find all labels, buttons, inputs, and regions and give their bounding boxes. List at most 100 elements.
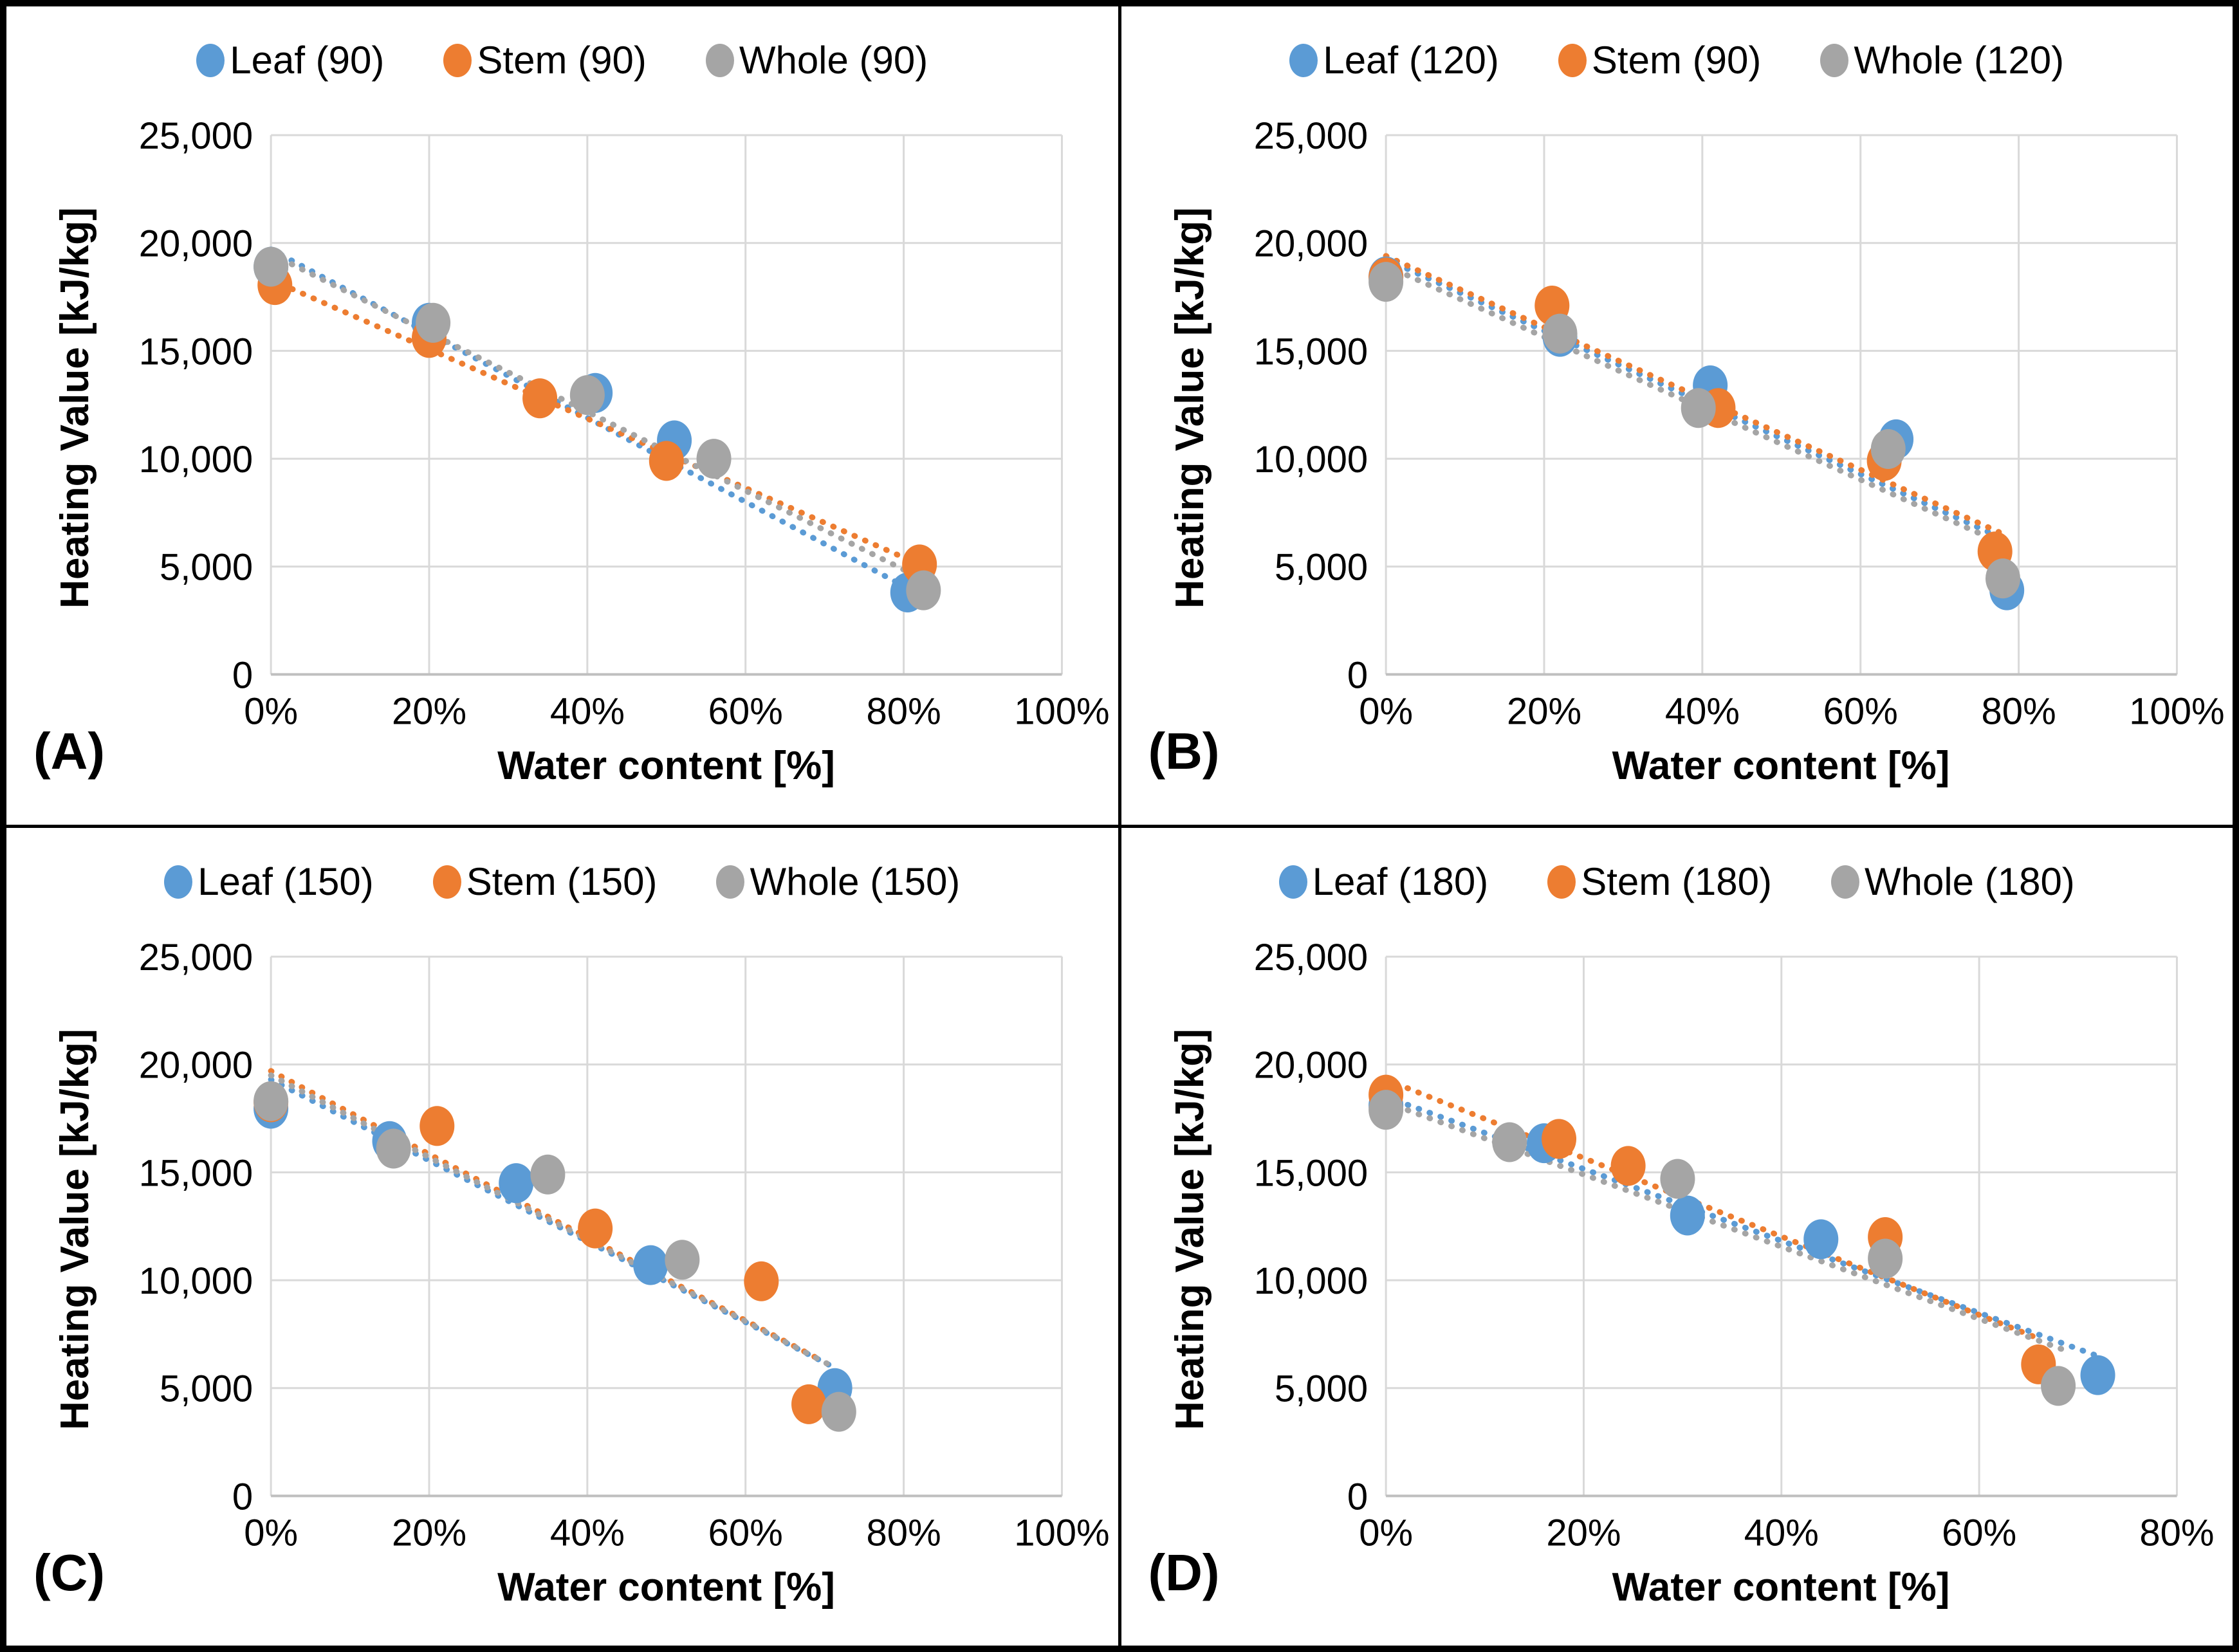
y-tick-label: 10,000 — [1253, 439, 1367, 481]
legend-panel-b: Leaf (120) Stem (90) Whole (120) — [1121, 28, 2233, 93]
x-tick-label: 0% — [1359, 1512, 1413, 1554]
y-tick-label: 5,000 — [160, 547, 253, 589]
legend-label-stem: Stem (150) — [466, 859, 658, 903]
legend-label-stem: Stem (180) — [1581, 859, 1772, 903]
y-tick-label: 15,000 — [139, 1152, 253, 1194]
panel-a: Leaf (90) Stem (90) Whole (90) 0 5,000 10,00… — [6, 6, 1118, 825]
y-tick-label: 15,000 — [139, 331, 253, 372]
data-point-whole — [821, 1391, 856, 1432]
data-point-leaf — [633, 1245, 668, 1285]
panel-letter-d: (D) — [1148, 1543, 1220, 1601]
data-point-whole — [906, 570, 941, 610]
y-tick-label: 25,000 — [1253, 937, 1367, 978]
data-point-stem — [578, 1208, 613, 1249]
legend-label-whole: Whole (120) — [1854, 39, 2065, 82]
x-tick-label: 60% — [708, 1512, 783, 1554]
legend-label-stem: Stem (90) — [1591, 39, 1762, 82]
y-tick-label: 20,000 — [139, 1044, 253, 1086]
x-tick-label: 40% — [1744, 1512, 1818, 1554]
data-point-stem — [419, 1105, 455, 1146]
trendline-whole — [268, 1072, 832, 1367]
legend-label-whole: Whole (180) — [1864, 859, 2075, 903]
x-tick-label: 100% — [2129, 690, 2224, 732]
x-tick-label: 80% — [867, 1512, 941, 1554]
data-point-whole — [1491, 1121, 1527, 1162]
x-tick-label: 0% — [1359, 690, 1413, 732]
legend-marker-stem-icon — [1547, 865, 1576, 899]
legend-marker-stem-icon — [1558, 44, 1587, 77]
y-tick-label: 0 — [1347, 1476, 1367, 1518]
data-point-whole — [665, 1239, 700, 1280]
x-tick-label: 20% — [1506, 690, 1581, 732]
y-tick-label: 20,000 — [1253, 223, 1367, 265]
legend-marker-whole-icon — [1830, 865, 1859, 899]
legend-item-leaf: Leaf (180) — [1278, 859, 1489, 903]
legend-label-leaf: Leaf (150) — [198, 859, 374, 903]
panel-letter-b: (B) — [1148, 722, 1220, 780]
scatter-plot-panel-c: 0 5,000 10,000 15,000 20,000 25,000 0% 20% 40% 60… — [139, 937, 1110, 1554]
y-tick-label: 0 — [1347, 654, 1367, 696]
legend-item-stem: Stem (90) — [443, 39, 647, 82]
scatter-plot-panel-a: 0 5,000 10,000 15,000 20,000 25,000 0% 20% 40% 60… — [139, 115, 1110, 732]
data-point-whole — [1368, 1089, 1403, 1130]
legend-label-whole: Whole (150) — [750, 859, 961, 903]
data-point-leaf — [499, 1162, 534, 1203]
data-point-whole — [416, 302, 451, 343]
legend-item-leaf: Leaf (120) — [1289, 41, 1499, 80]
scatter-plot-panel-d: 0 5,000 10,000 15,000 20,000 25,000 0% 20% 40% 60… — [1253, 937, 2214, 1554]
data-point-stem — [522, 378, 558, 419]
data-point-leaf — [1670, 1195, 1705, 1235]
data-point-whole — [376, 1128, 411, 1169]
trendline-stem — [1383, 1076, 2041, 1341]
x-axis-title: Water content [%] — [497, 1565, 835, 1610]
trendline-stem — [268, 1067, 824, 1363]
x-tick-label: 80% — [1981, 690, 2056, 732]
y-axis-title: Heating Value [kJ/kg] — [53, 207, 97, 609]
legend-marker-leaf-icon — [1278, 865, 1307, 899]
data-point-whole — [1985, 558, 2020, 599]
panel-d: Leaf (180) Stem (180) Whole (180) 0 5,000 10… — [1121, 827, 2233, 1646]
panel-b: Leaf (120) Stem (90) Whole (120) 0 5,000 10,… — [1121, 6, 2233, 825]
x-tick-label: 40% — [1664, 690, 1739, 732]
x-tick-label: 20% — [392, 1512, 466, 1554]
data-point-stem — [649, 441, 684, 481]
data-point-whole — [530, 1154, 566, 1195]
x-tick-label: 20% — [1546, 1512, 1621, 1554]
x-axis-title: Water content [%] — [497, 744, 835, 788]
legend-item-leaf: Leaf (90) — [196, 41, 384, 80]
legend-label-stem: Stem (90) — [477, 39, 647, 82]
data-point-stem — [1610, 1145, 1646, 1186]
legend-label-leaf: Leaf (90) — [230, 39, 385, 82]
data-point-whole — [569, 375, 605, 416]
data-point-stem — [791, 1384, 827, 1424]
legend-panel-d: Leaf (180) Stem (180) Whole (180) — [1121, 850, 2233, 914]
legend-marker-stem-icon — [432, 865, 461, 899]
x-tick-label: 20% — [392, 690, 466, 732]
legend-item-stem: Stem (180) — [1547, 859, 1772, 903]
y-tick-label: 5,000 — [160, 1368, 253, 1409]
y-tick-label: 25,000 — [139, 937, 253, 978]
x-tick-label: 60% — [708, 690, 783, 732]
data-point-whole — [2040, 1365, 2076, 1406]
legend-item-stem: Stem (150) — [432, 859, 658, 903]
x-axis-title: Water content [%] — [1612, 1565, 1950, 1610]
legend-panel-a: Leaf (90) Stem (90) Whole (90) — [6, 28, 1118, 93]
y-tick-label: 20,000 — [139, 223, 253, 265]
y-tick-label: 25,000 — [139, 115, 253, 157]
x-tick-label: 40% — [550, 690, 625, 732]
panel-c: Leaf (150) Stem (150) Whole (150) 0 5,000 10… — [6, 827, 1118, 1646]
data-point-leaf — [2080, 1355, 2115, 1395]
y-tick-label: 10,000 — [1253, 1260, 1367, 1302]
legend-item-whole: Whole (150) — [716, 859, 961, 903]
legend-marker-whole-icon — [1820, 44, 1849, 77]
legend-marker-leaf-icon — [196, 44, 225, 77]
x-tick-label: 80% — [867, 690, 941, 732]
legend-label-leaf: Leaf (180) — [1312, 859, 1489, 903]
y-axis-title: Heating Value [kJ/kg] — [1167, 207, 1212, 609]
trendline-whole — [268, 251, 926, 583]
data-point-leaf — [1803, 1218, 1838, 1259]
data-point-whole — [1542, 313, 1578, 354]
data-point-stem — [1541, 1118, 1576, 1159]
y-tick-label: 0 — [232, 1476, 253, 1518]
